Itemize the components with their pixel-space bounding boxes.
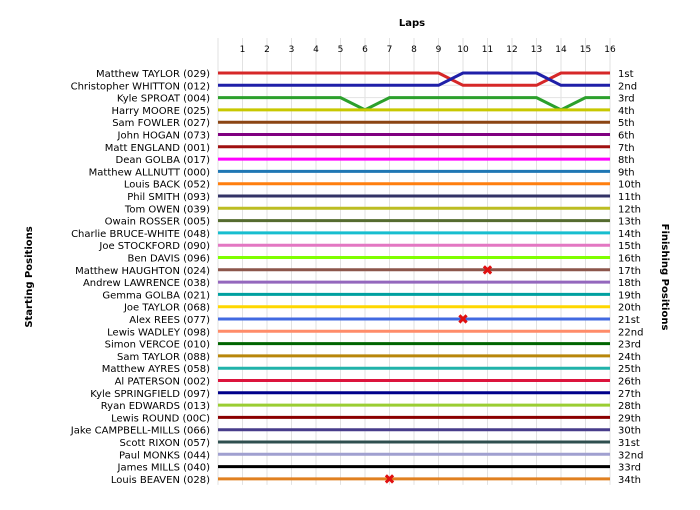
starting-position-label: John HOGAN (073) — [117, 131, 211, 142]
starting-position-label: Simon VERCOE (010) — [105, 340, 210, 351]
left-axis-title: Starting Positions — [24, 226, 35, 327]
finishing-position-label: 19th — [618, 290, 641, 301]
finishing-position-label: 6th — [618, 131, 635, 142]
x-tick-label: 6 — [362, 45, 368, 55]
x-tick-label: 3 — [289, 45, 295, 55]
finishing-position-label: 25th — [618, 364, 641, 375]
x-tick-label: 7 — [387, 45, 393, 55]
finishing-position-label: 10th — [618, 180, 641, 191]
finishing-position-label: 2nd — [618, 81, 637, 92]
starting-position-label: Gemma GOLBA (021) — [102, 290, 210, 301]
series-lines — [218, 71, 610, 481]
starting-position-label: Scott RIXON (057) — [119, 438, 210, 449]
starting-position-label: Joe STOCKFORD (090) — [98, 241, 210, 252]
starting-position-label: Matthew HAUGHTON (024) — [75, 266, 210, 277]
x-tick-label: 16 — [604, 45, 616, 55]
x-tick-label: 5 — [338, 45, 344, 55]
finishing-position-label: 24th — [618, 352, 641, 363]
series-line — [218, 71, 610, 87]
starting-position-label: Harry MOORE (025) — [112, 106, 211, 117]
x-tick-label: 8 — [411, 45, 417, 55]
starting-position-label: Louis BACK (052) — [124, 180, 210, 191]
finishing-position-label: 31st — [618, 438, 640, 449]
x-tick-label: 10 — [457, 45, 469, 55]
starting-position-label: Lewis ROUND (00C) — [111, 413, 210, 424]
starting-position-label: Joe TAYLOR (068) — [123, 303, 210, 314]
x-axis-title: Laps — [399, 18, 425, 29]
x-tick-label: 4 — [313, 45, 319, 55]
starting-position-label: Sam FOWLER (027) — [112, 118, 210, 129]
starting-position-labels: Matthew TAYLOR (029)Christopher WHITTON … — [70, 69, 210, 486]
x-tick-label: 15 — [580, 45, 591, 55]
finishing-position-label: 5th — [618, 118, 635, 129]
finishing-position-label: 27th — [618, 389, 641, 400]
starting-position-label: Tom OWEN (039) — [124, 204, 210, 215]
finishing-position-label: 12th — [618, 204, 641, 215]
x-tick-label: 11 — [482, 45, 493, 55]
starting-position-label: Matt ENGLAND (001) — [105, 143, 210, 154]
series-line — [218, 96, 610, 112]
starting-position-label: Matthew AYRES (058) — [102, 364, 210, 375]
finishing-position-label: 29th — [618, 413, 641, 424]
x-tick-label: 1 — [240, 45, 246, 55]
starting-position-label: Paul MONKS (044) — [119, 450, 210, 461]
x-tick-label: 12 — [506, 45, 517, 55]
starting-position-label: Lewis WADLEY (098) — [107, 327, 210, 338]
starting-position-label: Al PATERSON (002) — [115, 377, 210, 388]
finishing-position-label: 16th — [618, 254, 641, 265]
finishing-position-label: 21st — [618, 315, 640, 326]
starting-position-label: Christopher WHITTON (012) — [71, 81, 211, 92]
finishing-position-label: 32nd — [618, 450, 643, 461]
x-tick-label: 2 — [264, 45, 270, 55]
starting-position-label: Kyle SPRINGFIELD (097) — [90, 389, 210, 400]
finishing-position-label: 1st — [618, 69, 634, 80]
finishing-position-label: 7th — [618, 143, 635, 154]
series-line — [218, 71, 610, 87]
finishing-position-label: 8th — [618, 155, 635, 166]
finishing-position-label: 15th — [618, 241, 641, 252]
retirement-markers: ✖ ✖ ✖ — [384, 263, 494, 488]
starting-position-label: Alex REES (077) — [129, 315, 210, 326]
finishing-position-label: 14th — [618, 229, 641, 240]
starting-position-label: Phil SMITH (093) — [127, 192, 210, 203]
starting-position-label: Matthew TAYLOR (029) — [96, 69, 210, 80]
finishing-position-label: 9th — [618, 167, 635, 178]
starting-position-label: Charlie BRUCE-WHITE (048) — [71, 229, 210, 240]
starting-position-label: Louis BEAVEN (028) — [111, 475, 210, 486]
x-tick-label: 13 — [531, 45, 542, 55]
finishing-position-label: 28th — [618, 401, 641, 412]
finishing-position-label: 26th — [618, 377, 641, 388]
finishing-position-label: 13th — [618, 217, 641, 228]
starting-position-label: Ryan EDWARDS (013) — [101, 401, 210, 412]
finishing-position-label: 17th — [618, 266, 641, 277]
retirement-marker: ✖ — [457, 312, 469, 328]
starting-position-label: Jake CAMPBELL-MILLS (066) — [70, 426, 210, 437]
finishing-position-label: 4th — [618, 106, 635, 117]
finishing-position-label: 34th — [618, 475, 641, 486]
finishing-position-label: 30th — [618, 426, 641, 437]
x-tick-labels: 1 2 3 4 5 6 7 8 9 10 11 12 13 14 15 16 — [240, 45, 616, 55]
finishing-position-label: 23rd — [618, 340, 641, 351]
retirement-marker: ✖ — [384, 472, 396, 488]
x-tick-label: 14 — [555, 45, 567, 55]
finishing-position-label: 33rd — [618, 463, 641, 474]
right-axis-title: Finishing Positions — [659, 224, 670, 331]
starting-position-label: Dean GOLBA (017) — [116, 155, 211, 166]
starting-position-label: Kyle SPROAT (004) — [117, 94, 210, 105]
starting-position-label: James MILLS (040) — [117, 463, 211, 474]
starting-position-label: Sam TAYLOR (088) — [117, 352, 210, 363]
finishing-position-label: 3rd — [618, 94, 635, 105]
starting-position-label: Owain ROSSER (005) — [105, 217, 210, 228]
starting-position-label: Ben DAVIS (096) — [128, 254, 211, 265]
x-tick-label: 9 — [436, 45, 442, 55]
starting-position-label: Andrew LAWRENCE (038) — [83, 278, 210, 289]
finishing-position-label: 22nd — [618, 327, 643, 338]
finishing-position-label: 18th — [618, 278, 641, 289]
retirement-marker: ✖ — [482, 263, 494, 279]
starting-position-label: Matthew ALLNUTT (000) — [89, 167, 210, 178]
finishing-position-label: 11th — [618, 192, 641, 203]
finishing-position-label: 20th — [618, 303, 641, 314]
